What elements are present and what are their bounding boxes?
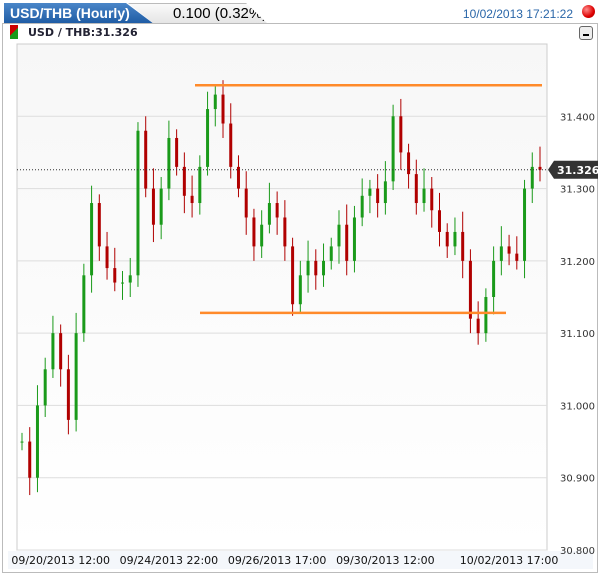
candle-body bbox=[314, 260, 318, 276]
y-tick-label: 31.100 bbox=[560, 329, 595, 340]
y-tick-label: 30.900 bbox=[560, 474, 595, 485]
candle-body bbox=[213, 94, 217, 110]
candle-body bbox=[97, 203, 101, 247]
candle-body bbox=[113, 268, 117, 283]
symbol-header: USD / THB:31.326 bbox=[10, 25, 138, 39]
x-tick-label: 10/02/2013 17:00 bbox=[460, 554, 559, 567]
candle-body bbox=[182, 166, 186, 196]
candle-body bbox=[221, 94, 225, 124]
minimize-button[interactable] bbox=[579, 26, 593, 40]
candle-body bbox=[383, 181, 387, 204]
x-axis-band bbox=[8, 551, 593, 569]
candle-body bbox=[298, 275, 302, 305]
y-tick-label: 31.000 bbox=[560, 401, 595, 412]
candle-body bbox=[136, 130, 140, 276]
candle-body bbox=[206, 109, 210, 167]
candle-body bbox=[175, 137, 179, 167]
candle-body bbox=[368, 188, 372, 196]
tab-usd-thb-hourly[interactable]: USD/THB (Hourly) bbox=[4, 3, 154, 24]
candle-body bbox=[260, 224, 264, 247]
y-tick-label: 30.800 bbox=[560, 546, 595, 557]
candle-body bbox=[499, 246, 503, 261]
candle-body bbox=[159, 188, 163, 225]
candle-body bbox=[167, 137, 171, 189]
x-tick-label: 09/24/2013 22:00 bbox=[120, 554, 219, 567]
candle-body bbox=[128, 275, 132, 283]
chart-panel bbox=[2, 23, 598, 573]
candle-body bbox=[90, 203, 94, 276]
candle-body bbox=[28, 441, 32, 478]
candle-body bbox=[74, 333, 78, 420]
candle-body bbox=[66, 369, 70, 420]
plot-area bbox=[16, 43, 548, 551]
candle-body bbox=[399, 116, 403, 153]
candle-body bbox=[35, 405, 39, 478]
candle-body bbox=[283, 217, 287, 247]
candle-body bbox=[51, 333, 55, 370]
candle-body bbox=[414, 174, 418, 204]
candle-body bbox=[461, 231, 465, 261]
candle-body bbox=[151, 188, 155, 225]
candle-body bbox=[198, 166, 202, 204]
y-tick-label: 31.200 bbox=[560, 257, 595, 268]
change-readout: 0.100 (0.32%) bbox=[128, 3, 268, 24]
candle-body bbox=[306, 260, 310, 276]
candle-body bbox=[352, 217, 356, 261]
candle-body bbox=[244, 188, 248, 218]
candle-body bbox=[267, 203, 271, 225]
candle-body bbox=[105, 246, 109, 269]
candle-body bbox=[43, 369, 47, 406]
candle-body bbox=[329, 246, 333, 261]
live-status-icon bbox=[582, 5, 595, 18]
candle-body bbox=[391, 116, 395, 182]
candle-body bbox=[507, 246, 511, 254]
candle-body bbox=[190, 195, 194, 204]
candle-body bbox=[484, 297, 488, 334]
candle-body bbox=[445, 231, 449, 247]
symbol-label: USD / THB:31.326 bbox=[28, 25, 138, 39]
flag-icon bbox=[10, 25, 18, 39]
candle-body bbox=[59, 333, 63, 370]
candle-body bbox=[275, 203, 279, 218]
candle-body bbox=[236, 166, 240, 189]
candle-body bbox=[20, 441, 24, 443]
candle-body bbox=[322, 260, 326, 276]
candle-body bbox=[468, 260, 472, 319]
y-tick-label: 31.300 bbox=[560, 185, 595, 196]
candle-body bbox=[453, 231, 457, 247]
candle-body bbox=[376, 188, 380, 204]
candle-body bbox=[538, 166, 542, 170]
candle-body bbox=[345, 224, 349, 261]
candle-body bbox=[437, 210, 441, 232]
candle-body bbox=[360, 195, 364, 218]
candle-body bbox=[422, 188, 426, 204]
candle-body bbox=[144, 130, 148, 189]
tab-bar: USD/THB (Hourly) 0.100 (0.32%) 10/02/201… bbox=[0, 0, 601, 24]
x-tick-label: 09/20/2013 12:00 bbox=[11, 554, 110, 567]
timestamp: 10/02/2013 17:21:22 bbox=[462, 7, 573, 21]
candle-body bbox=[252, 217, 256, 247]
candle-body bbox=[492, 260, 496, 297]
candle-body bbox=[407, 152, 411, 175]
candle-body bbox=[476, 318, 480, 334]
candle-body bbox=[337, 224, 341, 247]
candle-body bbox=[82, 275, 86, 334]
candle-body bbox=[523, 188, 527, 261]
x-tick-label: 09/30/2013 12:00 bbox=[336, 554, 435, 567]
candle-body bbox=[430, 188, 434, 211]
last-price-label: 31.326 bbox=[557, 164, 600, 177]
x-tick-label: 09/26/2013 17:00 bbox=[228, 554, 327, 567]
candle-body bbox=[229, 123, 233, 167]
candle-body bbox=[291, 246, 295, 305]
candle-body bbox=[121, 282, 125, 284]
candle-body bbox=[515, 253, 519, 261]
candle-body bbox=[530, 166, 534, 189]
y-tick-label: 31.400 bbox=[560, 112, 595, 123]
last-price-badge bbox=[548, 160, 598, 179]
